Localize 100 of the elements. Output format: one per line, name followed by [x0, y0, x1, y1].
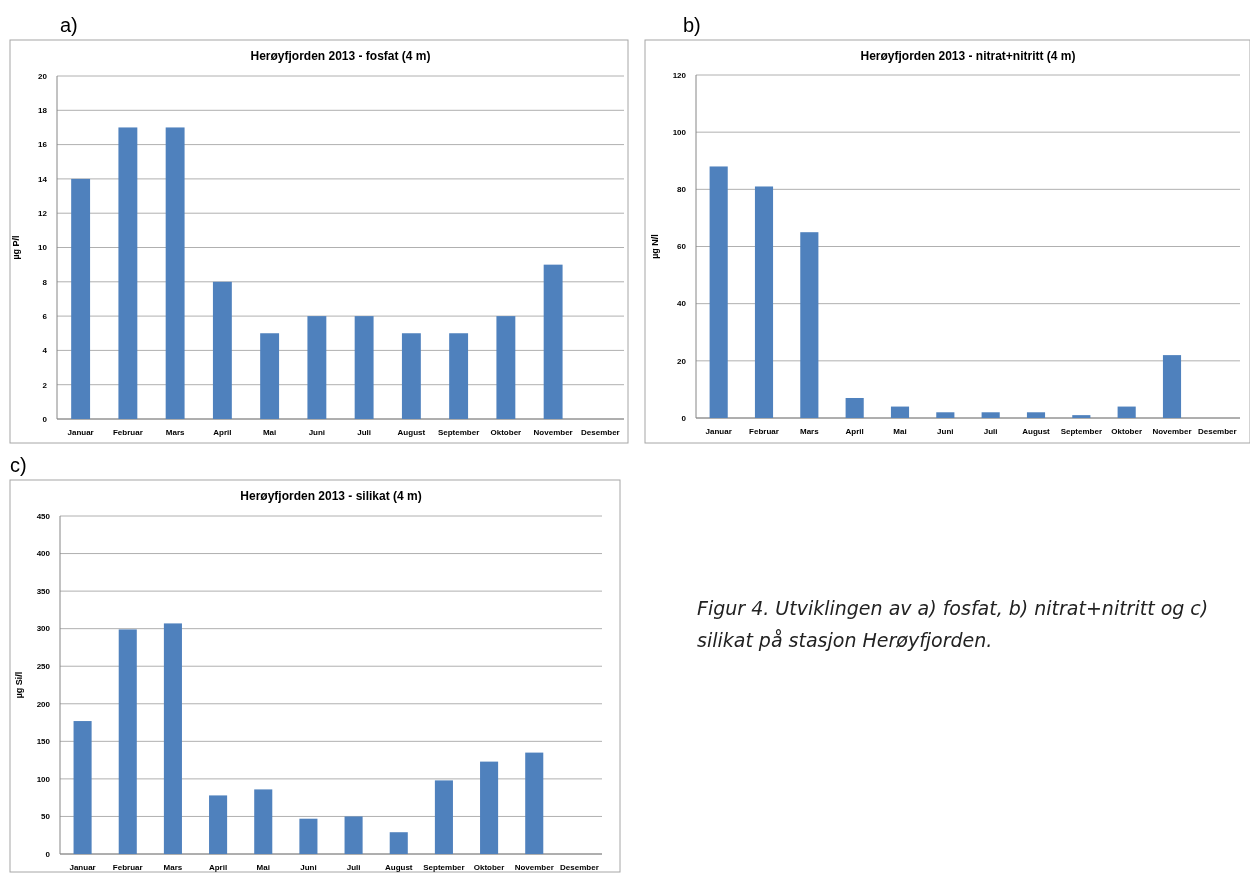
bar [344, 816, 363, 854]
x-tick-label: November [533, 428, 573, 437]
y-tick-label: 100 [672, 127, 687, 137]
text: c) [10, 454, 27, 476]
x-tick-label: Februar [749, 427, 779, 436]
y-tick-label: 4 [42, 346, 48, 356]
bar [212, 281, 232, 419]
y-tick-label: 200 [36, 699, 51, 709]
x-tick-label: Mars [165, 428, 186, 437]
x-tick-label: Desember [581, 428, 620, 437]
x-tick-label: Juni [300, 863, 317, 872]
bar [73, 721, 92, 854]
bar [981, 412, 1000, 418]
x-tick-label: Juli [346, 863, 361, 872]
x-tick-label: Oktober [473, 863, 505, 872]
y-tick-label: 80 [677, 185, 687, 195]
bar [118, 127, 138, 419]
y-tick-label: 0 [45, 849, 51, 859]
chart-title: Herøyfjorden 2013 - fosfat (4 m) [250, 49, 431, 63]
x-tick-label: Mai [256, 863, 270, 872]
x-tick-label: September [437, 428, 480, 437]
y-tick-label: 300 [36, 624, 51, 634]
text: a) [60, 14, 78, 36]
x-tick-label: September [423, 863, 465, 872]
x-tick-label: Juni [937, 427, 954, 436]
y-tick-label: 450 [36, 511, 51, 521]
bar [354, 316, 374, 419]
bar [401, 333, 421, 419]
x-tick-label: Mai [893, 427, 907, 436]
x-tick-label: Juni [308, 428, 326, 437]
x-tick-label: April [845, 427, 864, 436]
bar [543, 264, 563, 419]
chart-title: Herøyfjorden 2013 - nitrat+nitritt (4 m) [860, 49, 1076, 63]
chart-title: Herøyfjorden 2013 - silikat (4 m) [240, 489, 422, 503]
x-tick-label: August [1022, 427, 1051, 436]
y-tick-label: 10 [38, 243, 48, 253]
y-tick-label: 120 [672, 70, 687, 80]
bar [1072, 415, 1091, 418]
y-tick-label: 40 [677, 299, 687, 309]
bar [449, 333, 469, 419]
y-tick-label: 16 [38, 140, 48, 150]
bar [209, 795, 228, 854]
y-axis-title: µg Si/l [14, 671, 24, 699]
x-tick-label: August [384, 863, 413, 872]
x-tick-label: Januar [705, 427, 732, 436]
bar [71, 178, 91, 419]
x-tick-label: April [213, 428, 232, 437]
bar [434, 780, 453, 854]
y-tick-label: 100 [36, 774, 51, 784]
y-tick-label: 20 [38, 71, 48, 81]
bar [754, 186, 774, 418]
y-tick-label: 2 [42, 380, 48, 390]
x-tick-label: August [397, 428, 426, 437]
bar [1117, 406, 1136, 418]
bar [118, 629, 137, 854]
bar [845, 397, 864, 418]
y-tick-label: 0 [42, 414, 48, 424]
text: b) [683, 14, 701, 36]
y-axis-title: µg N/l [650, 234, 660, 259]
bar [260, 333, 280, 419]
y-tick-label: 0 [681, 413, 687, 423]
bar [389, 832, 408, 854]
y-tick-label: 20 [677, 356, 687, 366]
bar [307, 316, 327, 419]
x-tick-label: Januar [67, 428, 94, 437]
x-tick-label: Mars [163, 863, 183, 872]
bar [496, 316, 516, 419]
x-tick-label: Mars [799, 427, 820, 436]
bar [936, 412, 955, 418]
y-tick-label: 350 [36, 586, 51, 596]
x-tick-label: Februar [112, 428, 143, 437]
text: Figur 4. Utviklingen av a) fosfat, b) nitrat+nitritt og c) silikat på stasjon Herøyfjorden. [697, 597, 1209, 651]
x-tick-label: Oktober [1111, 427, 1142, 436]
y-tick-label: 150 [36, 737, 51, 747]
bar [480, 761, 499, 854]
x-tick-label: Januar [69, 863, 96, 872]
bar [525, 752, 544, 854]
x-tick-label: Oktober [490, 428, 522, 437]
y-tick-label: 50 [41, 812, 51, 822]
y-tick-label: 18 [38, 106, 48, 116]
x-tick-label: November [514, 863, 554, 872]
y-tick-label: 14 [38, 174, 48, 184]
x-tick-label: Juli [357, 428, 372, 437]
y-axis-title: µg P/l [11, 235, 21, 260]
bar [890, 406, 910, 418]
x-tick-label: Mai [262, 428, 277, 437]
bar [709, 166, 728, 418]
x-tick-label: September [1060, 427, 1103, 436]
y-tick-label: 12 [38, 209, 48, 218]
bar [1026, 412, 1046, 418]
x-tick-label: November [1152, 427, 1192, 436]
y-tick-label: 8 [42, 277, 48, 287]
x-tick-label: Desember [1197, 427, 1237, 436]
x-tick-label: Juli [983, 427, 998, 436]
y-tick-label: 400 [36, 549, 51, 559]
x-tick-label: Februar [112, 863, 143, 872]
x-tick-label: April [208, 863, 228, 872]
y-tick-label: 6 [42, 311, 48, 321]
bar [1162, 355, 1182, 418]
bar [163, 623, 182, 854]
